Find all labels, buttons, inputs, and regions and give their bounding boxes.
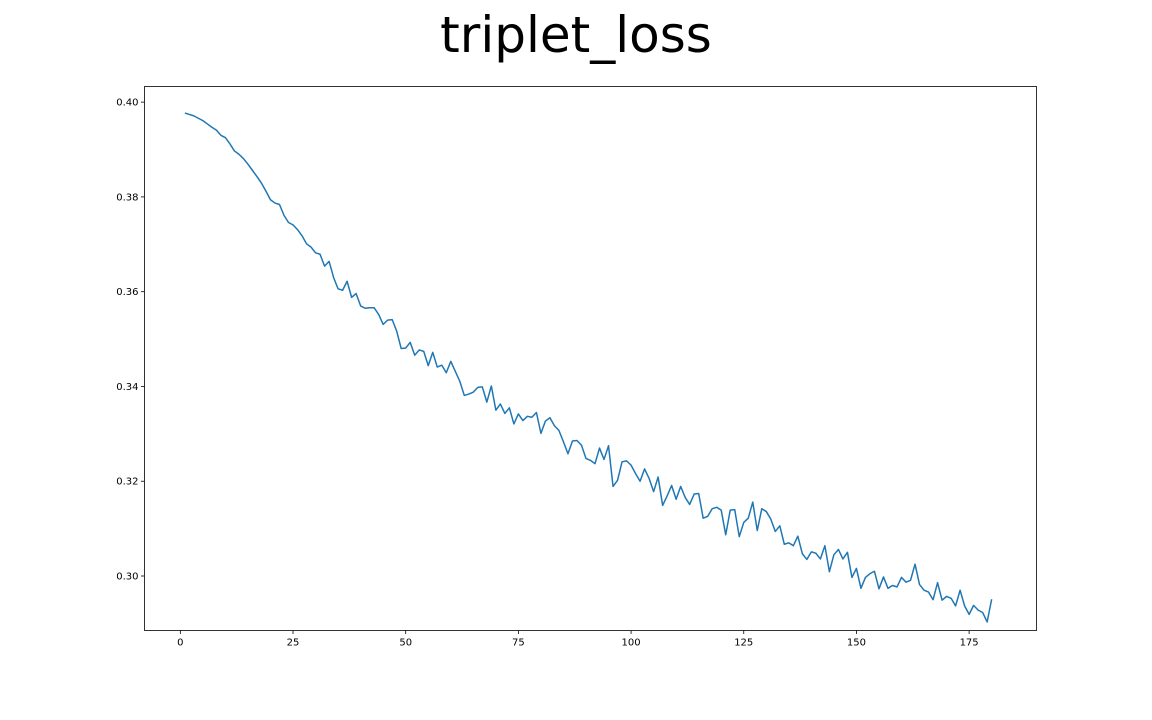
x-tick-label: 150 [847,638,866,649]
x-tick-label: 125 [734,638,753,649]
y-tick-label: 0.32 [116,477,138,488]
x-tick-label: 50 [399,638,412,649]
x-tick-label: 0 [177,638,183,649]
y-tick-label: 0.34 [116,382,138,393]
x-tick-label: 75 [512,638,525,649]
x-tick-label: 25 [287,638,300,649]
series-line [184,112,993,623]
plot-frame [144,86,1037,631]
y-tick-label: 0.36 [116,287,138,298]
y-tick-label: 0.30 [116,572,138,583]
y-axis: 0.30 0.32 0.34 0.36 0.38 0.40 [116,98,145,583]
x-tick-label: 175 [960,638,979,649]
series-layer [184,112,993,623]
y-tick-label: 0.38 [116,192,138,203]
y-tick-label: 0.40 [116,98,138,109]
x-axis: 0 25 50 75 100 125 150 175 [177,630,979,649]
x-tick-label: 100 [622,638,641,649]
chart-title: triplet_loss [440,6,712,64]
